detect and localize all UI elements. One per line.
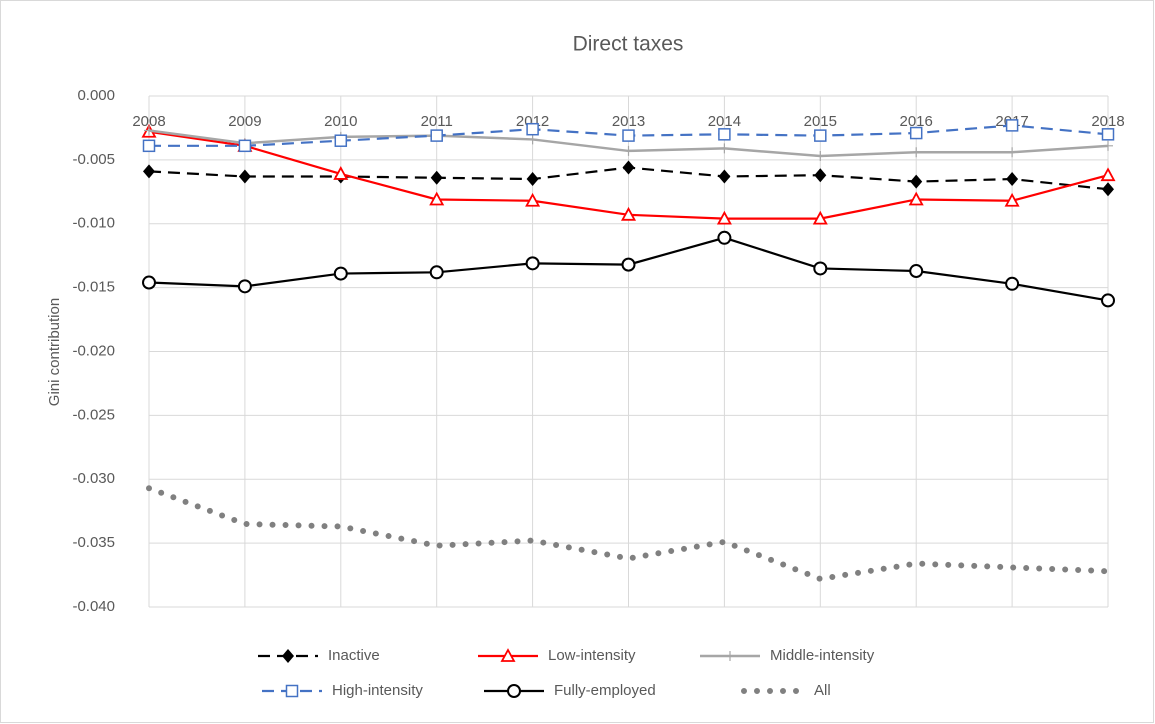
marker xyxy=(621,257,636,272)
marker xyxy=(143,164,155,179)
y-tick-label: -0.030 xyxy=(72,470,115,487)
marker xyxy=(908,191,924,206)
marker xyxy=(429,265,444,280)
marker xyxy=(910,174,923,189)
y-tick-label: -0.015 xyxy=(72,279,115,296)
marker xyxy=(525,256,540,271)
marker xyxy=(237,279,252,294)
marker xyxy=(142,275,156,290)
marker xyxy=(814,168,827,183)
marker xyxy=(1101,293,1115,308)
marker xyxy=(333,166,349,180)
legend-label: Fully-employed xyxy=(554,682,656,699)
marker xyxy=(620,206,637,221)
marker xyxy=(1007,147,1018,158)
y-tick-label: -0.010 xyxy=(72,215,115,232)
x-tick-label: 2009 xyxy=(228,113,261,130)
marker xyxy=(622,160,635,175)
x-tick-label: 2011 xyxy=(421,113,453,130)
legend-label: High-intensity xyxy=(332,682,423,699)
marker xyxy=(1100,167,1116,182)
marker xyxy=(238,169,251,184)
x-tick-label: 2010 xyxy=(324,113,357,130)
x-tick-label: 2014 xyxy=(708,113,741,130)
x-tick-label: 2012 xyxy=(516,113,549,130)
legend-label: Low-intensity xyxy=(548,647,636,664)
series-line xyxy=(146,485,1111,582)
marker xyxy=(500,648,516,662)
marker xyxy=(623,145,634,156)
marker xyxy=(285,684,299,698)
marker xyxy=(814,129,827,142)
legend-label: Middle-intensity xyxy=(770,647,875,664)
y-tick-label: -0.025 xyxy=(72,406,115,423)
x-tick-label: 2018 xyxy=(1091,113,1124,130)
marker xyxy=(1005,119,1019,132)
marker xyxy=(1006,172,1019,187)
marker xyxy=(333,266,348,281)
marker xyxy=(719,143,730,154)
y-axis-label: Gini contribution xyxy=(46,298,63,406)
marker xyxy=(282,649,294,663)
marker xyxy=(1004,192,1020,207)
marker xyxy=(812,210,828,225)
marker xyxy=(142,139,156,153)
marker xyxy=(526,122,539,136)
marker xyxy=(238,139,252,153)
y-tick-label: -0.005 xyxy=(72,151,115,168)
marker xyxy=(815,151,826,162)
x-tick-label: 2015 xyxy=(804,113,837,130)
marker xyxy=(527,134,538,145)
marker xyxy=(813,261,828,276)
marker xyxy=(525,192,541,207)
marker xyxy=(507,684,521,698)
legend-label: All xyxy=(814,682,831,699)
y-tick-label: -0.020 xyxy=(72,342,115,359)
y-tick-label: 0.000 xyxy=(77,87,115,104)
marker xyxy=(1101,128,1115,141)
y-tick-label: -0.040 xyxy=(72,598,115,615)
marker xyxy=(622,129,635,142)
marker xyxy=(430,129,443,142)
marker xyxy=(429,191,445,206)
marker xyxy=(718,128,731,141)
marker xyxy=(716,210,732,225)
marker xyxy=(717,230,732,245)
legend-label: Inactive xyxy=(328,647,380,664)
marker xyxy=(334,134,348,147)
x-tick-label: 2013 xyxy=(612,113,645,130)
marker xyxy=(909,264,924,279)
marker xyxy=(1005,276,1020,291)
marker xyxy=(1102,182,1114,197)
marker xyxy=(430,170,443,185)
marker xyxy=(725,651,735,661)
chart-title: Direct taxes xyxy=(573,33,684,56)
marker xyxy=(144,125,154,136)
marker xyxy=(718,169,731,184)
marker xyxy=(909,126,923,140)
marker xyxy=(1103,140,1113,151)
x-tick-label: 2016 xyxy=(900,113,933,130)
marker xyxy=(911,147,922,158)
marker xyxy=(526,172,539,187)
y-tick-label: -0.035 xyxy=(72,534,115,551)
x-tick-label: 2008 xyxy=(132,113,165,130)
